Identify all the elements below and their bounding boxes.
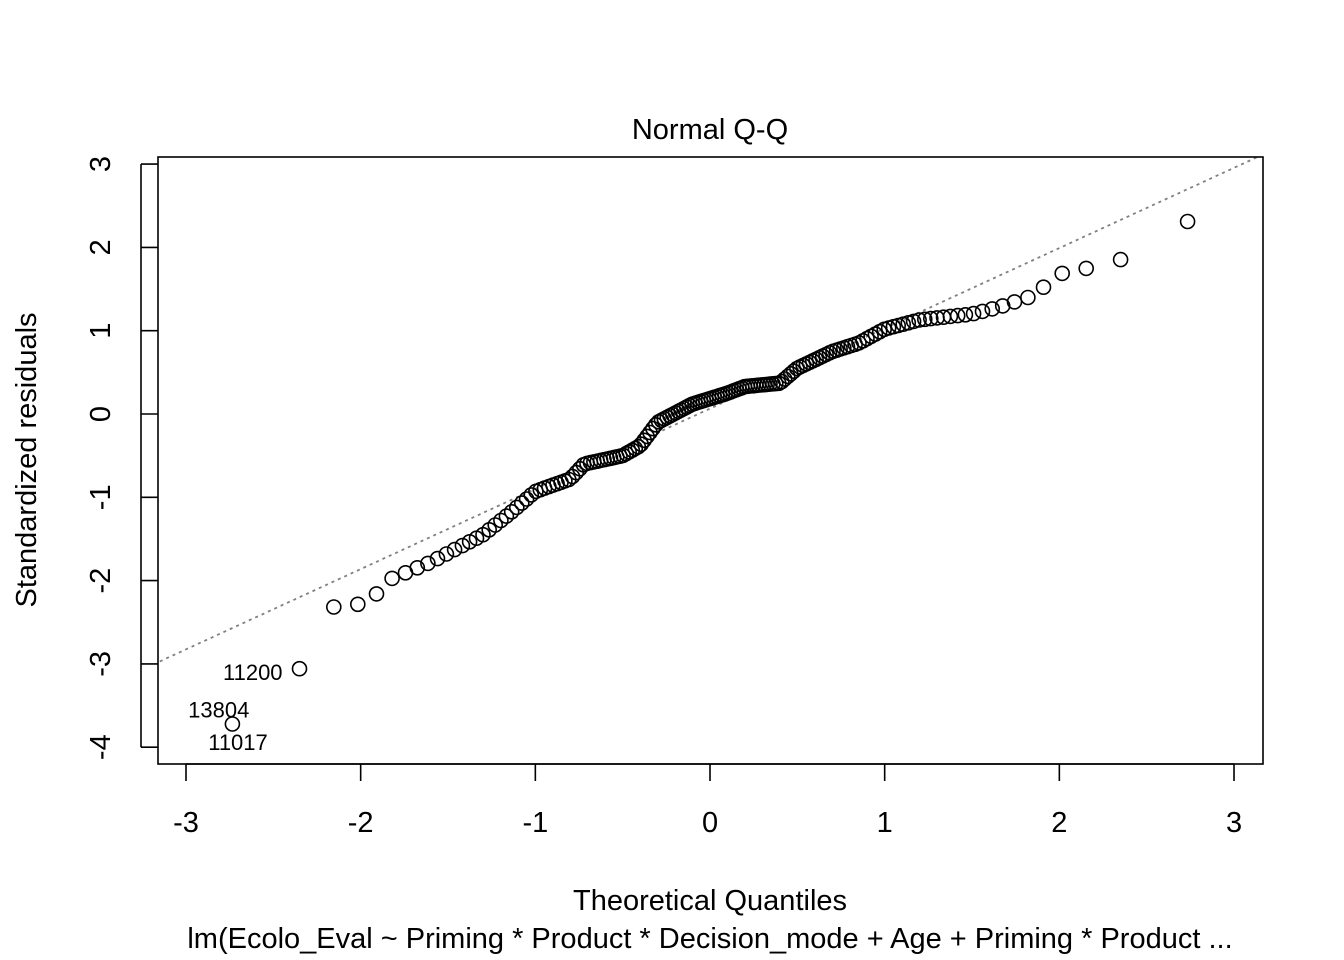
qq-point	[1078, 260, 1094, 277]
reference-line-layer	[159, 154, 1261, 663]
qq-reference-line	[159, 154, 1261, 663]
y-tick-label: -4	[85, 734, 117, 760]
qq-point	[1054, 265, 1070, 282]
point-labels-layer: 11200 13804 11017	[188, 660, 282, 755]
outlier-label: 11017	[208, 730, 268, 755]
qq-point	[224, 716, 241, 732]
x-tick-label: 1	[877, 807, 893, 839]
x-tick-label: -2	[348, 807, 374, 839]
y-axis: -4 -3 -2 -1 0 1 2 3	[85, 156, 158, 760]
qq-point	[639, 428, 655, 445]
outlier-label: 11200	[223, 660, 283, 685]
qq-point	[349, 596, 366, 613]
qq-point	[438, 546, 455, 562]
qq-point	[523, 487, 540, 503]
qq-point	[503, 503, 520, 520]
x-axis-title: Theoretical Quantiles	[573, 885, 847, 917]
qq-point	[420, 555, 436, 572]
y-tick-label: 2	[85, 239, 117, 255]
y-tick-label: -2	[85, 568, 117, 594]
qq-point	[942, 308, 959, 325]
chart-title: Normal Q-Q	[632, 114, 788, 146]
model-formula-subtitle: lm(Ecolo_Eval ~ Priming * Product * Deci…	[187, 923, 1232, 955]
qq-point	[911, 312, 927, 328]
qq-point	[1179, 213, 1196, 230]
y-tick-label: 0	[85, 406, 117, 422]
qq-point	[922, 310, 939, 327]
qq-point	[984, 301, 1001, 317]
qq-point	[1112, 251, 1129, 268]
qq-point	[1035, 279, 1052, 296]
qq-point	[974, 303, 991, 320]
qq-point	[636, 432, 653, 449]
points-layer	[224, 213, 1196, 732]
outlier-label: 13804	[188, 698, 249, 723]
qq-point	[633, 436, 650, 453]
qq-point	[454, 537, 471, 554]
qq-point	[518, 491, 535, 507]
qq-point	[513, 495, 530, 511]
qq-point	[368, 586, 385, 602]
y-axis-title: Standardized residuals	[11, 312, 43, 607]
x-tick-label: 3	[1226, 807, 1242, 839]
y-tick-label: 3	[85, 156, 117, 172]
qq-point	[446, 541, 463, 558]
x-tick-label: -1	[522, 807, 548, 839]
x-tick-label: -3	[173, 807, 199, 839]
y-tick-label: -1	[85, 484, 117, 510]
qq-point	[325, 599, 342, 615]
qq-point	[384, 570, 400, 587]
qq-point	[949, 307, 966, 324]
qq-point	[493, 512, 509, 529]
x-axis: -3 -2 -1 0 1 2 3	[173, 763, 1242, 839]
plot-frame	[157, 156, 1264, 765]
qq-point	[429, 550, 446, 567]
x-tick-label: 2	[1051, 807, 1067, 839]
qq-point	[291, 660, 308, 677]
qq-point	[965, 305, 982, 322]
x-tick-label: 0	[702, 807, 718, 839]
qq-point	[1006, 294, 1023, 310]
qq-point	[498, 508, 515, 524]
qq-point	[508, 499, 525, 516]
y-tick-label: 1	[85, 323, 117, 339]
y-tick-label: -3	[85, 651, 117, 677]
qq-point	[1020, 289, 1036, 306]
qq-point	[905, 313, 922, 330]
qq-point	[916, 311, 933, 328]
qq-point	[957, 306, 974, 323]
qq-point	[409, 559, 426, 576]
